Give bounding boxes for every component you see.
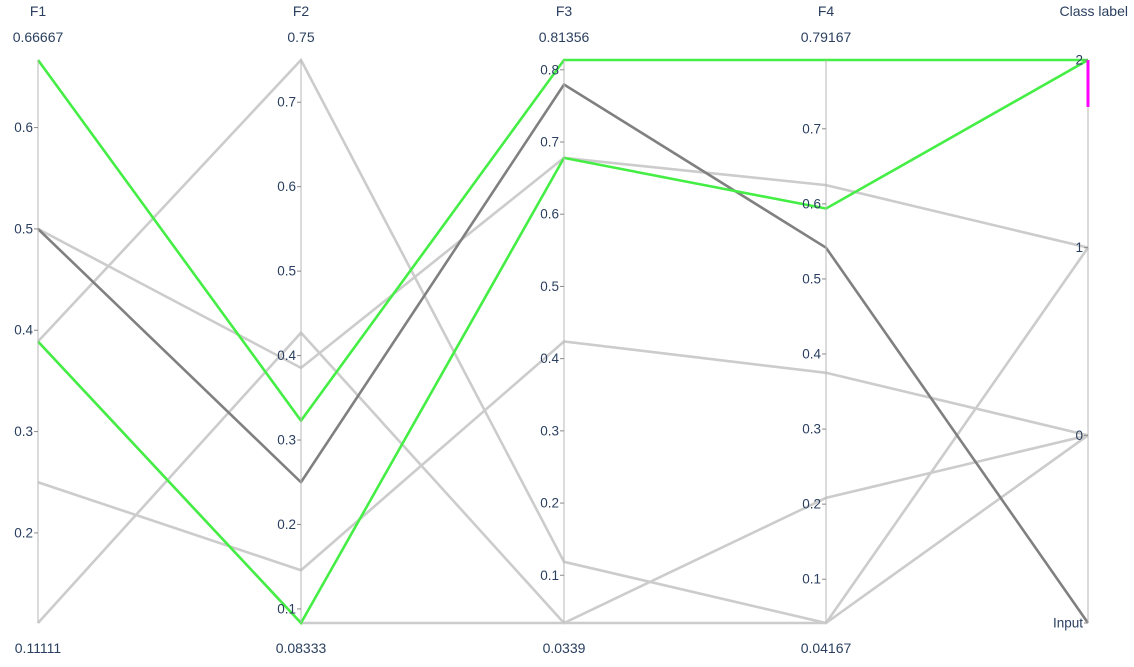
- axis-min-label: 0.11111: [15, 640, 62, 656]
- data-line-2: [36, 58, 1088, 423]
- data-line-6: [37, 340, 1089, 572]
- tick-label: 0.1: [802, 572, 821, 587]
- axis-max-label: 0.79167: [801, 29, 852, 45]
- axis-max-label: 0.75: [287, 29, 314, 45]
- tick-label: 0.7: [540, 135, 559, 150]
- data-line-8: [37, 340, 1089, 625]
- data-line-7: [37, 330, 1089, 625]
- tick-label: 0.5: [540, 279, 559, 294]
- tick-label: 0.7: [802, 121, 821, 136]
- tick-label: 0.6: [802, 196, 821, 211]
- axis-4: F4 0.79167 0.04167 0.1 0.2 0.3 0.4 0.5 0.6 0.7: [801, 3, 852, 656]
- tick-label: 0.8: [540, 62, 559, 77]
- constraint-range-bar[interactable]: [1086, 60, 1090, 107]
- tick-label: 1: [1075, 240, 1083, 255]
- tick-label: 0.2: [14, 525, 33, 540]
- tick-label: 0: [1075, 428, 1083, 443]
- axis-title: F1: [30, 3, 47, 19]
- tick-label: 0.6: [277, 179, 296, 194]
- tick-label: 0.2: [540, 496, 559, 511]
- tick-label: 0.7: [277, 95, 296, 110]
- tick-label: 0.3: [14, 424, 33, 439]
- tick-label: 2: [1075, 53, 1083, 68]
- tick-label: 0.1: [277, 601, 296, 616]
- tick-label: 0.3: [540, 423, 559, 438]
- axis-max-label: 0.66667: [13, 29, 64, 45]
- axis-min-label: 0.08333: [276, 640, 327, 656]
- tick-label: Input: [1053, 616, 1083, 631]
- tick-label: 0.2: [802, 497, 821, 512]
- tick-label: 0.3: [802, 422, 821, 437]
- axes-layer: F1 0.66667 0.11111 0.2 0.3 0.4 0.5 0.6 F2 0.75 0.0…: [13, 3, 1128, 656]
- tick-label: 0.6: [14, 120, 33, 135]
- tick-label: 0.5: [802, 271, 821, 286]
- tick-label: 0.2: [277, 517, 296, 532]
- tick-label: 0.4: [277, 348, 296, 363]
- tick-label: 0.1: [540, 568, 559, 583]
- axis-3: F3 0.81356 0.0339 0.1 0.2 0.3 0.4 0.5 0.6 0.7 0.8: [539, 3, 590, 656]
- polylines-layer: [36, 57, 1090, 626]
- axis-title: Class label: [1060, 3, 1128, 19]
- axis-title: F4: [818, 3, 835, 19]
- axis-5: Class label Input 0 1 2: [1053, 3, 1128, 631]
- tick-label: 0.4: [802, 347, 821, 362]
- tick-label: 0.4: [14, 323, 33, 338]
- tick-label: 0.3: [277, 433, 296, 448]
- tick-label: 0.4: [540, 351, 559, 366]
- axis-min-label: 0.0339: [543, 640, 586, 656]
- axis-title: F2: [293, 3, 310, 19]
- axis-2: F2 0.75 0.08333 0.1 0.2 0.3 0.4 0.5 0.6 0.7: [276, 3, 327, 656]
- data-line-4: [37, 156, 1089, 370]
- data-line-3: [37, 82, 1090, 624]
- axis-title: F3: [556, 3, 573, 19]
- tick-label: 0.6: [540, 207, 559, 222]
- axis-max-label: 0.81356: [539, 29, 590, 45]
- axis-min-label: 0.04167: [801, 640, 852, 656]
- axis-1: F1 0.66667 0.11111 0.2 0.3 0.4 0.5 0.6: [13, 3, 64, 656]
- tick-label: 0.5: [14, 221, 33, 236]
- tick-label: 0.5: [277, 264, 296, 279]
